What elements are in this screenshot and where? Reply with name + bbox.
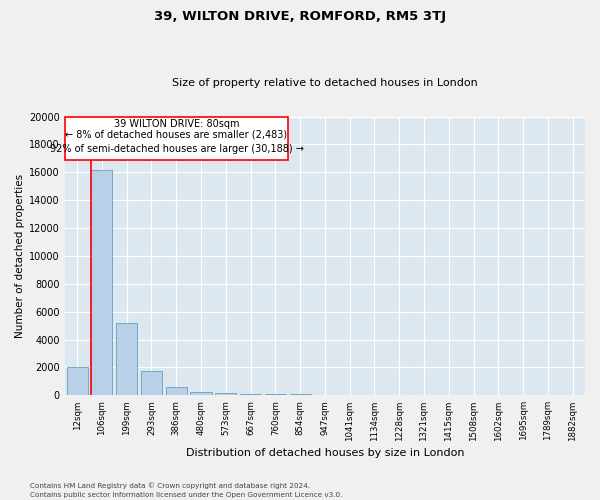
Bar xyxy=(290,394,311,396)
Text: 39, WILTON DRIVE, ROMFORD, RM5 3TJ: 39, WILTON DRIVE, ROMFORD, RM5 3TJ xyxy=(154,10,446,23)
Bar xyxy=(190,392,212,396)
Text: Contains HM Land Registry data © Crown copyright and database right 2024.: Contains HM Land Registry data © Crown c… xyxy=(30,482,310,489)
Bar xyxy=(265,394,286,396)
Bar xyxy=(240,394,261,396)
Bar xyxy=(116,323,137,396)
Bar xyxy=(141,371,162,396)
Y-axis label: Number of detached properties: Number of detached properties xyxy=(15,174,25,338)
Bar xyxy=(91,170,112,396)
Bar xyxy=(314,394,335,396)
Text: ← 8% of detached houses are smaller (2,483): ← 8% of detached houses are smaller (2,4… xyxy=(65,130,287,140)
X-axis label: Distribution of detached houses by size in London: Distribution of detached houses by size … xyxy=(185,448,464,458)
Text: 39 WILTON DRIVE: 80sqm: 39 WILTON DRIVE: 80sqm xyxy=(114,118,239,128)
Text: 92% of semi-detached houses are larger (30,188) →: 92% of semi-detached houses are larger (… xyxy=(50,144,304,154)
Text: Contains public sector information licensed under the Open Government Licence v3: Contains public sector information licen… xyxy=(30,492,343,498)
FancyBboxPatch shape xyxy=(65,116,288,160)
Bar xyxy=(166,387,187,396)
Title: Size of property relative to detached houses in London: Size of property relative to detached ho… xyxy=(172,78,478,88)
Bar xyxy=(67,368,88,396)
Bar xyxy=(215,393,236,396)
